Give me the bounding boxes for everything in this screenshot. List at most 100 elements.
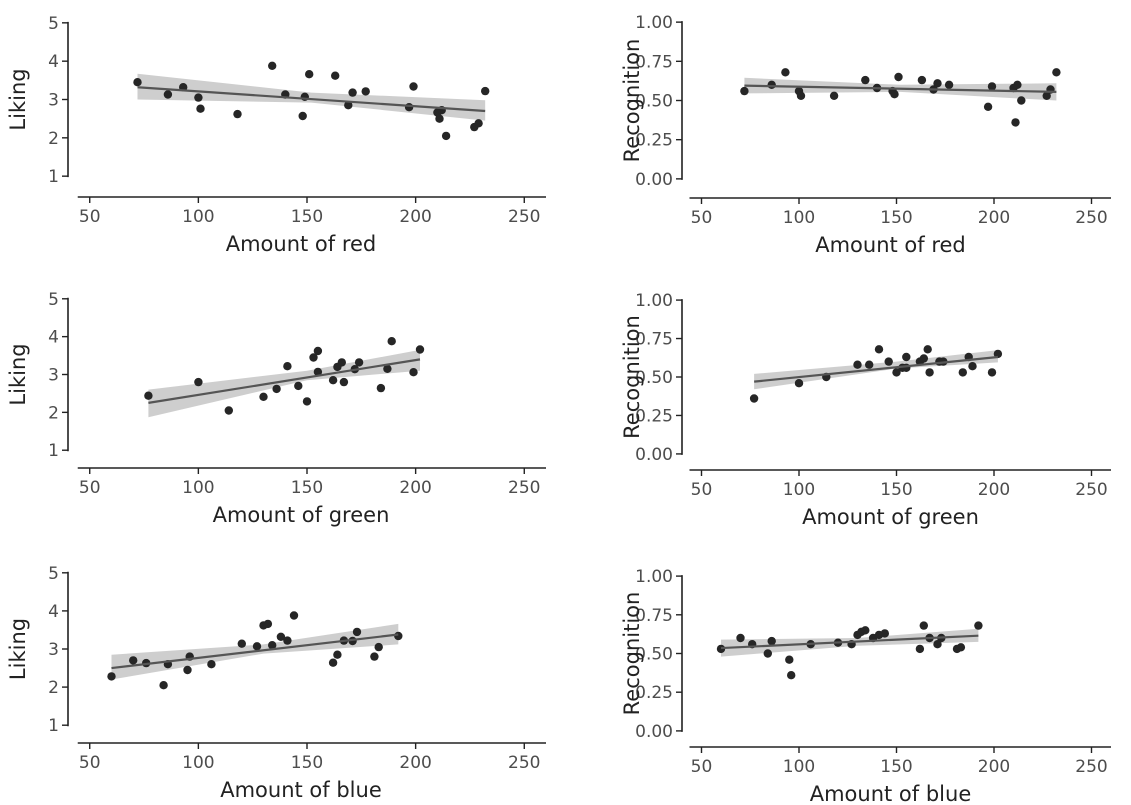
x-tick-label: 200: [978, 757, 1010, 777]
data-point: [781, 68, 790, 77]
x-tick-label: 100: [182, 207, 214, 227]
data-point: [884, 357, 893, 366]
data-point: [749, 394, 759, 403]
data-point: [237, 639, 246, 648]
data-point: [987, 82, 997, 91]
x-tick-label: 150: [291, 478, 323, 498]
data-point: [1052, 68, 1061, 77]
data-point: [159, 681, 168, 690]
y-tick-label: 2: [48, 678, 59, 698]
regression-line: [137, 86, 486, 113]
data-point: [890, 90, 899, 99]
x-axis-title: Amount of blue: [220, 778, 382, 802]
data-point: [865, 360, 874, 369]
y-tick-label: 3: [48, 640, 59, 660]
data-point: [902, 352, 911, 362]
data-point: [736, 633, 745, 643]
data-point: [474, 119, 483, 128]
data-point: [874, 345, 884, 354]
data-point: [268, 641, 277, 650]
y-axis-title: Recognition: [620, 39, 644, 163]
y-tick-label: 2: [48, 129, 59, 149]
y-tick-label: 1: [48, 716, 59, 736]
x-tick-label: 250: [508, 753, 540, 773]
y-tick-label: 0.75: [635, 606, 673, 626]
y-tick-label: 0.00: [635, 722, 673, 742]
y-tick-label: 2: [48, 403, 59, 423]
x-axis-title: Amount of red: [815, 233, 966, 257]
y-axis-title: Recognition: [620, 592, 644, 716]
data-point: [785, 655, 794, 664]
x-tick-label: 50: [691, 757, 713, 777]
data-point: [144, 391, 153, 400]
data-point: [892, 368, 901, 377]
regression-line: [111, 633, 399, 670]
data-point: [974, 621, 983, 630]
y-axis-title: Liking: [6, 618, 30, 680]
data-point: [1013, 80, 1022, 90]
x-axis-title: Amount of red: [226, 232, 377, 256]
confidence-band: [137, 73, 486, 121]
x-tick-label: 50: [79, 478, 101, 498]
x-axis-title: Amount of green: [802, 505, 979, 529]
data-point: [283, 362, 292, 371]
data-point: [163, 90, 173, 99]
confidence-band: [148, 349, 420, 418]
y-axis-title: Liking: [6, 343, 30, 405]
panel-blue-liking: 1 2 3 4 5 50 100 150 200 250 Amount of blue Liking: [6, 564, 546, 802]
x-tick-label: 100: [182, 753, 214, 773]
data-point: [374, 642, 383, 652]
data-point: [361, 87, 370, 96]
y-tick-label: 4: [48, 328, 59, 348]
regression-line: [720, 634, 979, 650]
y-axis-title: Recognition: [620, 315, 644, 439]
panel-green-recognition: 0.00 0.25 0.50 0.75 1.00 50 100 150 200 250 Amount…: [620, 291, 1111, 529]
y-tick-label: 3: [48, 91, 59, 111]
y-tick-label: 0.50: [635, 645, 673, 665]
data-point: [337, 358, 346, 367]
regression-line: [754, 355, 999, 383]
x-axis-title: Amount of blue: [810, 782, 972, 805]
x-tick-label: 150: [880, 208, 912, 228]
data-point: [207, 660, 216, 669]
data-point: [263, 619, 273, 629]
data-point: [763, 649, 772, 658]
x-tick-label: 50: [691, 480, 713, 500]
data-point: [481, 86, 490, 96]
x-tick-label: 50: [691, 208, 713, 228]
data-point: [740, 86, 749, 96]
data-point: [409, 368, 418, 377]
data-point: [925, 368, 934, 377]
x-tick-label: 250: [1075, 480, 1107, 500]
data-point: [861, 626, 870, 635]
data-point: [339, 377, 349, 387]
data-point: [224, 406, 233, 415]
x-tick-label: 250: [1075, 208, 1107, 228]
data-point: [880, 629, 889, 638]
y-tick-label: 0.25: [635, 131, 673, 151]
data-point: [196, 104, 205, 113]
data-point: [387, 337, 396, 346]
data-point: [129, 656, 138, 665]
x-tick-label: 200: [978, 480, 1010, 500]
data-point: [328, 376, 338, 385]
regression-line: [744, 84, 1057, 93]
data-point: [294, 381, 303, 391]
data-point: [194, 93, 203, 102]
y-tick-label: 0.50: [635, 92, 673, 112]
y-tick-label: 1.00: [635, 567, 673, 587]
data-point: [107, 672, 116, 681]
data-point: [796, 91, 806, 101]
data-point: [767, 636, 776, 646]
data-point: [933, 640, 942, 649]
data-point: [919, 621, 928, 630]
x-tick-label: 150: [291, 207, 323, 227]
data-point: [283, 636, 292, 645]
data-point: [298, 111, 307, 121]
data-point: [894, 72, 903, 82]
data-point: [993, 349, 1003, 359]
data-point: [917, 75, 927, 85]
data-point: [233, 109, 242, 119]
y-tick-label: 1.00: [635, 291, 673, 311]
y-tick-label: 0.25: [635, 683, 673, 703]
